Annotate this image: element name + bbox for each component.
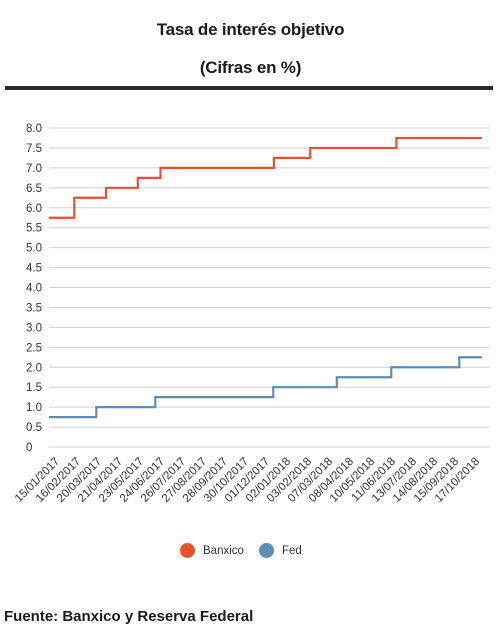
y-tick-label: 5.5 (26, 223, 42, 235)
grid-lines (49, 127, 490, 448)
y-tick-label: 2.0 (26, 362, 42, 374)
series-line-fed (49, 356, 482, 419)
chart-subtitle: (Cifras en %) (199, 58, 302, 77)
y-tick-label: 1.0 (26, 402, 42, 414)
y-tick-label: 7.0 (26, 163, 42, 175)
legend-label-banxico: Banxico (203, 544, 244, 557)
y-tick-label: 6.0 (26, 203, 42, 215)
y-axis: 0 0.5 1.0 1.5 2.0 2.5 3.0 3.5 4.0 4.5 5.0 5.5 6.0 6.5… (26, 123, 42, 454)
y-tick-label: 2.5 (26, 342, 42, 354)
chart-title: Tasa de interés objetivo (156, 20, 345, 39)
y-tick-label: 0 (26, 442, 32, 454)
y-tick-label: 4.5 (26, 263, 42, 275)
legend: Banxico Fed (0, 543, 501, 563)
y-tick-label: 6.5 (26, 183, 42, 195)
y-tick-label: 8.0 (26, 123, 42, 135)
line-chart: 0 0.5 1.0 1.5 2.0 2.5 3.0 3.5 4.0 4.5 5.0 5.5 6.0 6.5… (13, 123, 490, 505)
legend-item-banxico[interactable]: Banxico (180, 543, 244, 558)
y-tick-label: 3.5 (26, 302, 42, 314)
y-tick-label: 5.0 (26, 243, 42, 255)
y-tick-label: 7.5 (26, 143, 42, 155)
y-tick-label: 0.5 (26, 422, 42, 434)
series-line-banxico (49, 136, 482, 219)
y-tick-label: 4.0 (26, 283, 42, 295)
legend-item-fed[interactable]: Fed (259, 543, 302, 558)
y-tick-label: 1.5 (26, 382, 42, 394)
title-divider (5, 86, 493, 90)
legend-marker-banxico (180, 543, 195, 558)
series-lines (49, 136, 482, 419)
source-note: Fuente: Banxico y Reserva Federal (4, 608, 254, 625)
x-axis: 15/01/201716/02/201720/03/201721/04/2017… (13, 456, 482, 505)
legend-label-fed: Fed (282, 544, 302, 557)
legend-marker-fed (259, 543, 274, 558)
y-tick-label: 3.0 (26, 322, 42, 334)
